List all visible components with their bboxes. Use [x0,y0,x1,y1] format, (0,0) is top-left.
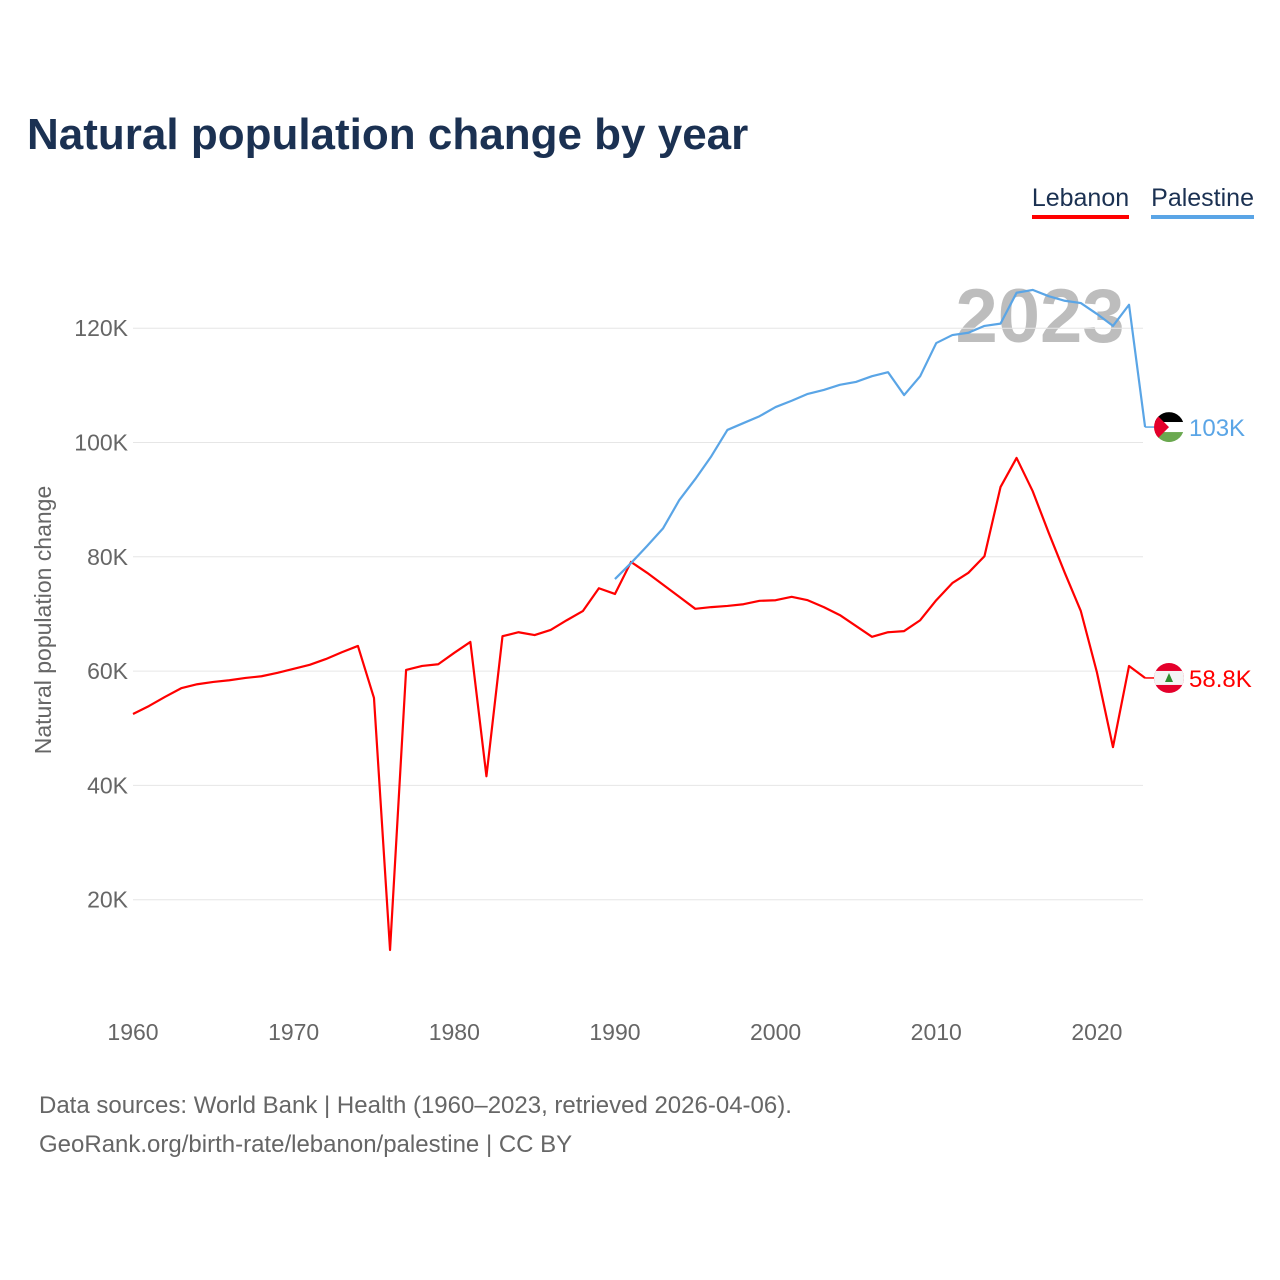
y-tick-label: 60K [87,658,129,684]
x-tick-label: 2000 [750,1019,801,1045]
y-tick-label: 40K [87,772,129,798]
x-tick-label: 2020 [1071,1019,1122,1045]
chart-title: Natural population change by year [27,110,749,159]
y-tick-label: 120K [74,315,128,341]
series-line-lebanon [132,456,1146,952]
year-watermark: 2023 [955,274,1124,359]
y-tick-label: 80K [87,544,129,570]
y-axis-label: Natural population change [30,486,56,755]
x-tick-label: 2010 [911,1019,962,1045]
y-tick-label: 20K [87,887,129,913]
legend: Lebanon Palestine [1031,184,1254,219]
legend-palestine[interactable]: Palestine [1151,184,1254,219]
attribution-link[interactable]: GeoRank.org/birth-rate/lebanon/palestine… [39,1131,573,1158]
series-line-palestine [614,288,1147,580]
end-value-label: 58.8K [1189,666,1252,693]
end-value-label: 103K [1189,415,1245,442]
x-tick-label: 1970 [268,1019,319,1045]
palestine-flag-icon [1154,412,1184,443]
x-tick-label: 1990 [589,1019,640,1045]
footer: Data sources: World Bank | Health (1960–… [39,1086,792,1164]
source-text: Data sources: World Bank | Health (1960–… [39,1092,792,1119]
y-tick-label: 100K [74,430,128,456]
legend-lebanon[interactable]: Lebanon [1031,184,1130,219]
x-tick-label: 1960 [107,1019,158,1045]
x-tick-label: 1980 [429,1019,480,1045]
lebanon-flag-icon [1154,662,1184,693]
